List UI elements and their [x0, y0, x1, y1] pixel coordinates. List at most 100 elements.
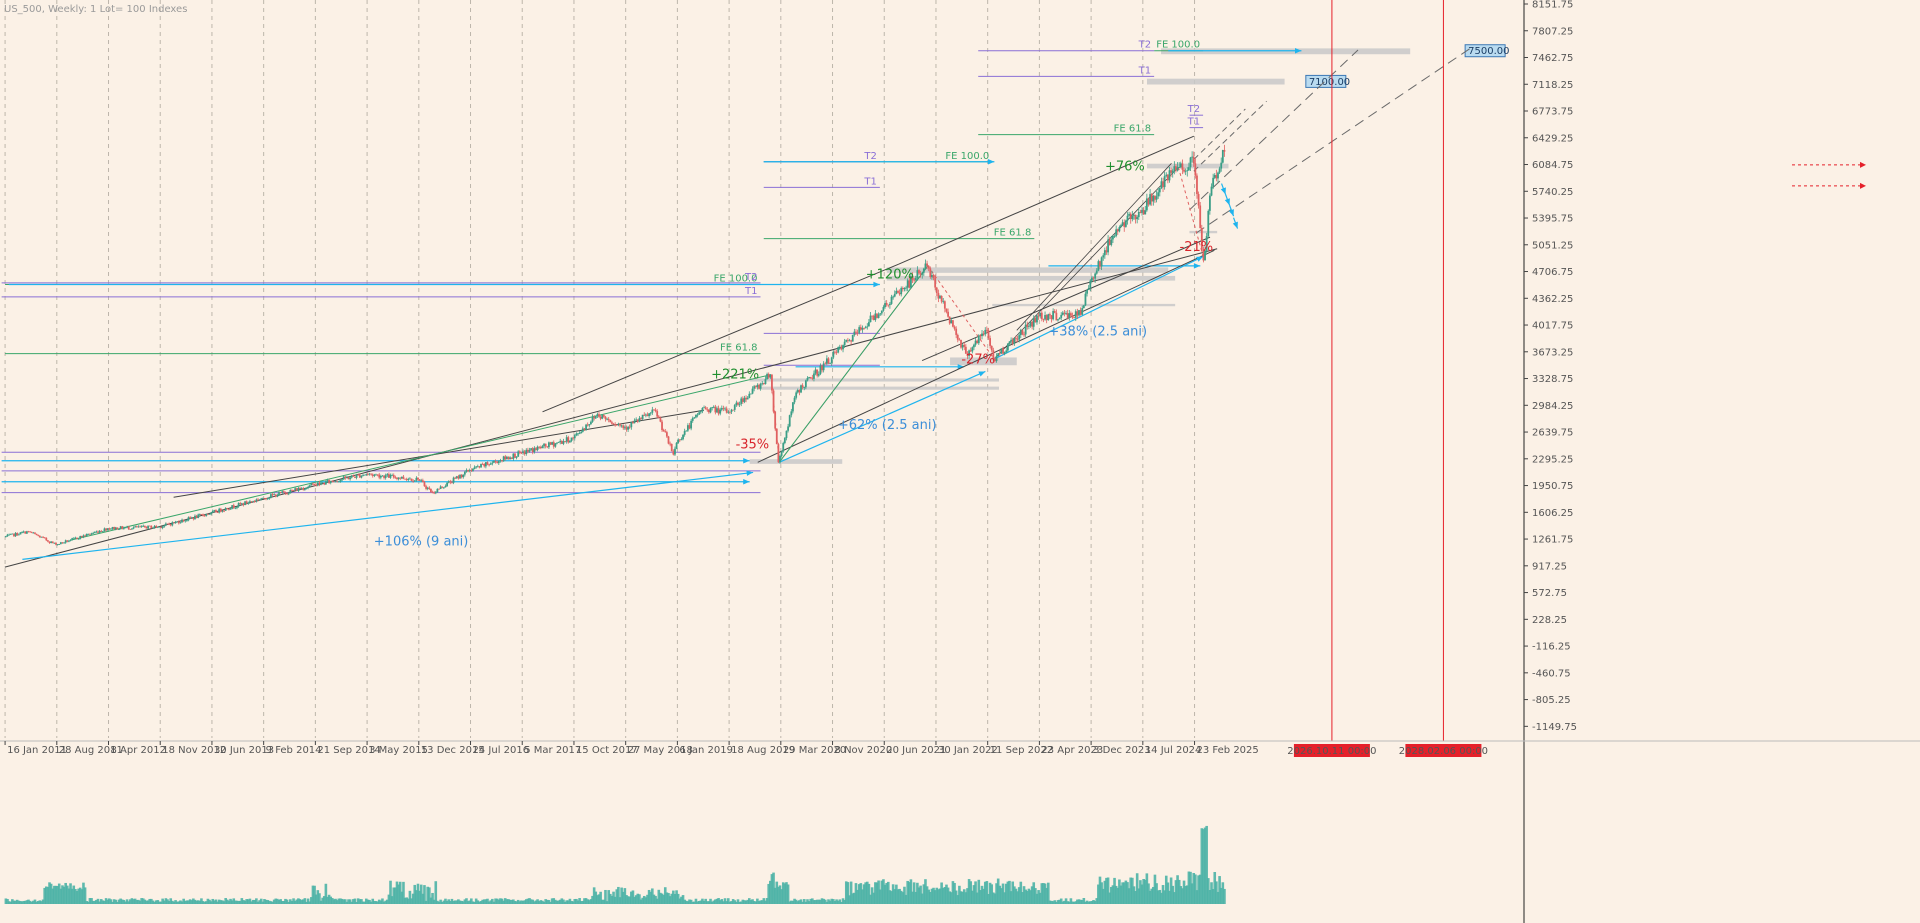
volume-bar	[46, 887, 50, 904]
volume-bar	[1179, 886, 1183, 904]
volume-bar	[639, 899, 643, 904]
volume-bar	[720, 899, 724, 904]
volume-bar	[880, 880, 884, 904]
candle-body	[530, 448, 533, 450]
candle-body	[268, 497, 271, 499]
candle-body	[14, 533, 17, 537]
volume-bar	[103, 900, 106, 904]
candle-body	[1184, 170, 1187, 172]
candle-body	[8, 534, 11, 536]
volume-bar	[268, 900, 271, 904]
volume-bar	[555, 900, 559, 904]
candle-body	[1208, 195, 1211, 211]
volume-bar	[224, 898, 227, 904]
candle-body	[510, 457, 513, 459]
candle-body	[562, 441, 565, 444]
candle-body	[861, 327, 864, 330]
volume-bar	[70, 888, 74, 904]
candle-body	[971, 347, 974, 352]
candle-body	[680, 439, 683, 441]
candle-body	[746, 397, 749, 400]
candle-body	[231, 505, 234, 509]
candle-body	[232, 505, 235, 508]
candle-body	[407, 478, 410, 480]
volume-bar	[943, 887, 947, 904]
volume-bar	[361, 901, 365, 904]
candle-body	[308, 485, 311, 488]
candle-body	[859, 327, 862, 330]
volume-bar	[739, 901, 743, 904]
candle-body	[918, 270, 920, 274]
volume-bar	[770, 874, 774, 904]
candle-body	[803, 387, 806, 389]
volume-bar	[206, 898, 210, 904]
channel-mid	[921, 236, 1211, 362]
candle-body	[1052, 311, 1055, 320]
candle-body	[906, 280, 909, 288]
candle-body	[704, 407, 707, 410]
candle-body	[265, 498, 267, 500]
candle-body	[606, 418, 608, 420]
volume-bar	[647, 889, 651, 904]
candle-body	[499, 460, 502, 462]
volume-bar	[1114, 885, 1118, 904]
candle-body	[384, 475, 387, 478]
volume-bar	[508, 899, 512, 904]
volume-bar	[161, 898, 164, 904]
candle-body	[675, 442, 678, 449]
price-tick-label: 4706.75	[1532, 267, 1573, 278]
candle-body	[184, 520, 187, 522]
date-tick-label: 14 Jul 2024	[1145, 745, 1202, 756]
volume-bar	[274, 898, 278, 904]
volume-bar	[183, 900, 187, 904]
volume-bar	[376, 901, 379, 904]
candle-body	[215, 510, 217, 513]
candle-body	[153, 525, 156, 528]
volume-bar	[775, 881, 779, 904]
volume-bar	[238, 900, 242, 904]
candle-body	[1008, 341, 1011, 344]
candle-body	[998, 353, 1001, 354]
candle-body	[365, 473, 368, 475]
candle-body	[363, 474, 366, 476]
volume-bar	[793, 898, 796, 904]
volume-bar	[468, 900, 472, 904]
candle-body	[137, 526, 140, 528]
candle-body	[405, 478, 408, 480]
volume-bar	[589, 899, 593, 904]
volume-bar	[628, 896, 632, 904]
volume-bar	[903, 886, 906, 904]
volume-bar	[1038, 892, 1042, 904]
candle-body	[947, 311, 949, 317]
volume-bar	[1009, 891, 1013, 904]
candle-body	[84, 535, 86, 537]
volume-bar	[277, 899, 281, 904]
candle-body	[181, 519, 183, 523]
volume-bar	[849, 881, 853, 904]
candle-body	[748, 393, 751, 398]
candle-body	[47, 540, 49, 542]
volume-bar	[481, 899, 484, 904]
volume-bar	[1055, 901, 1058, 904]
volume-bar	[1013, 886, 1016, 904]
candle-body	[59, 542, 62, 545]
candle-body	[966, 353, 969, 356]
volume-bar	[783, 883, 787, 904]
volume-bar	[694, 898, 698, 904]
candle-body	[433, 492, 436, 494]
volume-bar	[906, 880, 909, 904]
signal-arrow-head	[1220, 187, 1226, 195]
candle-body	[312, 483, 314, 485]
date-tick-label: 18 Nov 2012	[162, 745, 226, 756]
volume-bar	[542, 901, 546, 904]
volume-bar	[1127, 888, 1131, 904]
volume-bar	[689, 899, 693, 904]
candle-body	[1204, 250, 1206, 261]
volume-bar	[193, 899, 197, 904]
volume-bar	[1008, 880, 1011, 904]
candle-body	[772, 390, 775, 412]
candle-body	[935, 287, 938, 294]
volume-bar	[945, 884, 948, 904]
volume-bar	[494, 898, 497, 904]
